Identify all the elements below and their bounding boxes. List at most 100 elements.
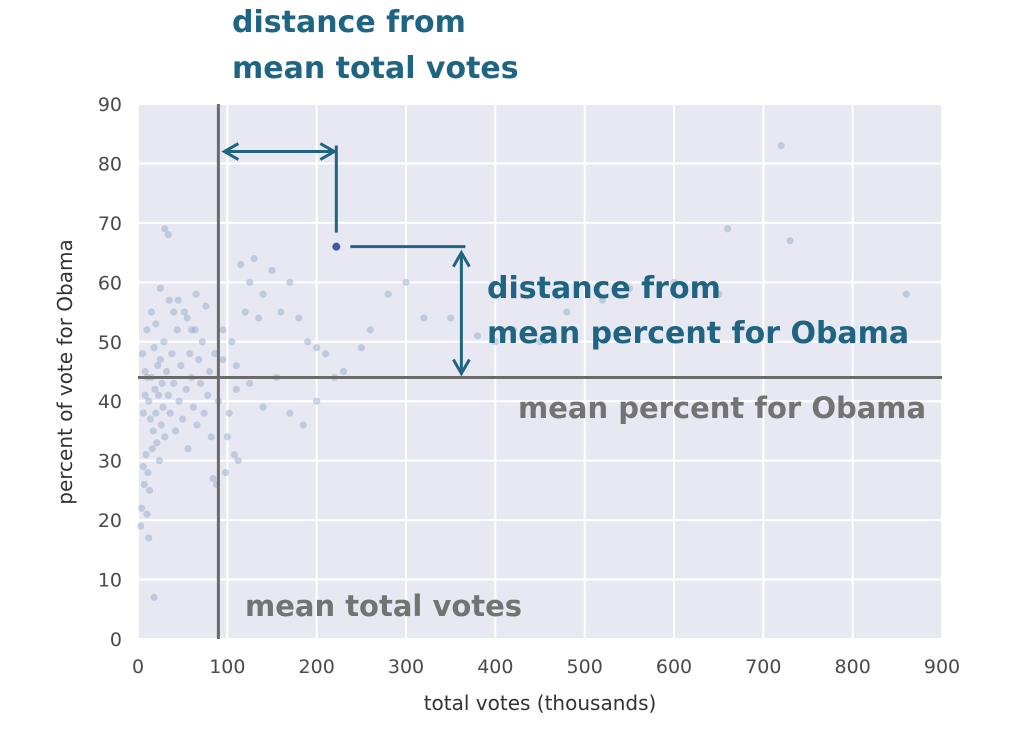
data-point — [221, 468, 230, 477]
data-point — [157, 421, 165, 429]
data-point — [491, 338, 499, 346]
x-tick-label: 400 — [477, 656, 513, 678]
data-point — [204, 391, 212, 399]
data-point — [148, 445, 156, 453]
data-point — [145, 534, 153, 542]
data-point — [241, 308, 249, 316]
data-point — [211, 350, 219, 358]
data-point — [170, 379, 178, 387]
y-tick-label: 0 — [110, 629, 122, 651]
data-point — [259, 290, 267, 298]
data-point — [143, 510, 151, 518]
data-point — [202, 302, 210, 310]
distance-percent-label-line2: mean percent for Obama — [487, 316, 909, 351]
data-point — [137, 522, 145, 530]
distance-total-votes-label-line1: distance from — [232, 5, 466, 40]
tick-labels: 0 100 200 300 400 500 600 700 800 900 0 10 20 30 40 50 6… — [98, 94, 960, 678]
data-point — [173, 326, 181, 334]
x-tick-label: 0 — [132, 656, 144, 678]
data-point — [138, 350, 147, 358]
data-point — [137, 504, 146, 512]
data-point — [160, 338, 168, 346]
data-point — [154, 391, 163, 399]
x-tick-label: 600 — [656, 656, 692, 678]
data-point — [143, 326, 151, 334]
data-point — [366, 326, 374, 334]
data-point — [286, 409, 294, 417]
data-point — [195, 356, 203, 364]
data-point — [232, 361, 240, 370]
data-point — [177, 361, 185, 370]
data-point — [168, 350, 176, 358]
data-point — [209, 474, 217, 483]
mean-percent-label: mean percent for Obama — [518, 391, 926, 425]
data-point — [171, 427, 180, 435]
data-point — [322, 350, 330, 358]
data-point — [447, 314, 455, 322]
y-tick-label: 90 — [98, 94, 122, 116]
data-point — [237, 260, 245, 269]
data-point — [162, 367, 171, 376]
data-point — [205, 367, 214, 376]
data-point — [188, 326, 196, 334]
data-point — [161, 433, 169, 441]
data-point — [286, 278, 294, 286]
x-tick-label: 500 — [567, 656, 603, 678]
data-point — [724, 225, 732, 233]
data-point — [255, 314, 263, 322]
data-point — [158, 379, 166, 387]
data-point — [259, 403, 267, 411]
x-tick-label: 700 — [745, 656, 781, 678]
data-point — [598, 296, 607, 304]
data-point — [715, 290, 723, 298]
x-tick-label: 200 — [299, 656, 335, 678]
y-tick-label: 50 — [98, 332, 122, 354]
y-tick-label: 80 — [98, 153, 122, 175]
y-axis-label: percent of vote for Obama — [53, 239, 77, 504]
distance-percent-label-line1: distance from — [487, 271, 721, 306]
data-point — [207, 433, 215, 441]
data-point — [166, 409, 174, 417]
data-point — [146, 415, 155, 423]
data-point — [246, 278, 254, 286]
data-point — [170, 308, 178, 316]
y-tick-label: 70 — [98, 213, 122, 235]
data-point — [180, 308, 189, 316]
data-point — [155, 457, 164, 465]
data-point — [151, 385, 159, 393]
data-point — [189, 403, 197, 411]
data-point — [144, 468, 152, 477]
data-point — [313, 397, 321, 405]
data-point — [145, 397, 153, 405]
data-point — [184, 445, 192, 453]
data-point — [139, 463, 147, 471]
data-points — [137, 142, 910, 601]
mean-lines — [138, 104, 942, 639]
data-point — [563, 308, 571, 316]
data-point — [174, 296, 182, 304]
data-point — [139, 409, 147, 417]
data-point — [150, 344, 158, 352]
x-axis-label: total votes (thousands) — [424, 691, 657, 715]
data-point — [149, 427, 157, 435]
y-tick-label: 10 — [98, 570, 122, 592]
data-point — [357, 344, 365, 352]
data-point — [223, 433, 231, 441]
y-tick-label: 40 — [98, 391, 122, 413]
data-point — [670, 278, 678, 286]
data-point — [179, 415, 187, 423]
data-point — [200, 409, 208, 417]
data-point — [146, 486, 154, 494]
data-point — [192, 290, 200, 298]
data-point — [902, 290, 910, 298]
x-tick-label: 300 — [388, 656, 424, 678]
data-point — [141, 391, 149, 399]
distance-total-votes-label-line2: mean total votes — [232, 51, 519, 86]
x-tick-label: 900 — [924, 656, 960, 678]
grid — [137, 103, 943, 640]
y-tick-label: 20 — [98, 510, 122, 532]
data-point — [225, 409, 233, 417]
x-tick-label: 100 — [209, 656, 245, 678]
data-point — [295, 314, 303, 322]
